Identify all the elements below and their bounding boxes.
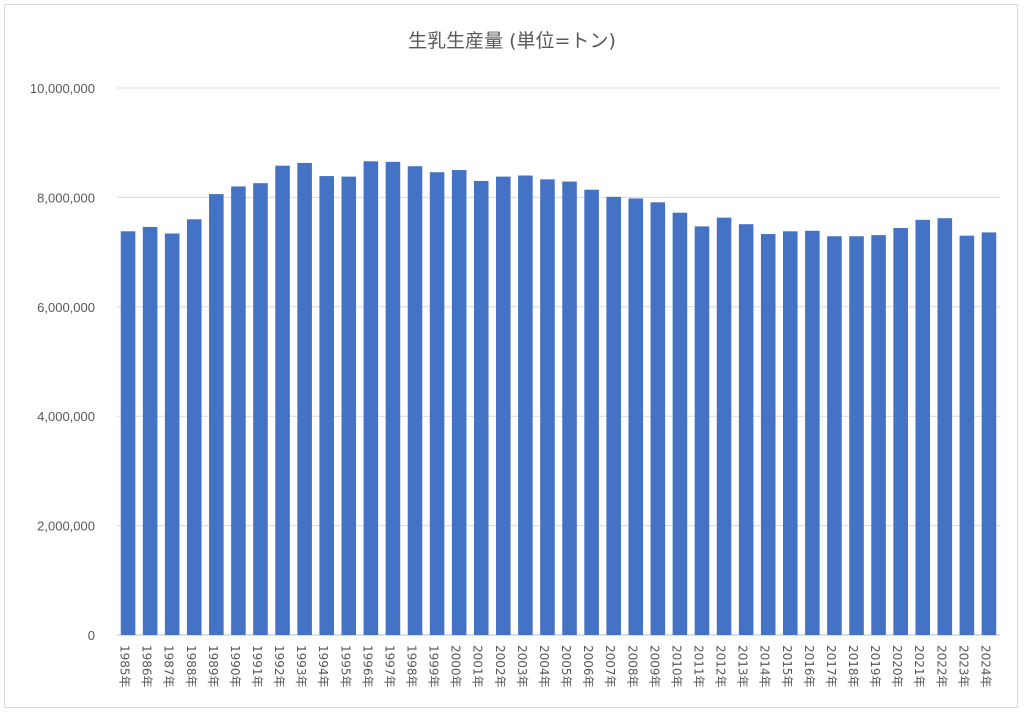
x-tick-label: 2013年 bbox=[736, 645, 750, 688]
bar-1988年 bbox=[186, 219, 202, 635]
x-tick-label: 1990年 bbox=[228, 645, 242, 688]
bar-2006年 bbox=[584, 189, 599, 636]
bar-2014年 bbox=[760, 234, 776, 636]
gridlines bbox=[117, 87, 1000, 636]
x-tick-label: 2018年 bbox=[846, 645, 860, 688]
x-tick-label: 2016年 bbox=[802, 645, 816, 688]
x-tick-label: 2024年 bbox=[978, 645, 992, 688]
x-tick-label: 1996年 bbox=[360, 645, 374, 688]
x-tick-label: 2012年 bbox=[714, 645, 728, 688]
bar-2000年 bbox=[451, 170, 467, 636]
bar-2017年 bbox=[827, 236, 842, 636]
x-tick-label: 2002年 bbox=[493, 645, 507, 688]
chart-title: 生乳生産量 (単位=トン) bbox=[408, 30, 616, 52]
y-tick-label: 6,000,000 bbox=[37, 300, 95, 315]
x-tick-label: 1991年 bbox=[250, 645, 264, 688]
bar-2013年 bbox=[738, 224, 754, 635]
bar-1994年 bbox=[319, 176, 334, 635]
bar-2007年 bbox=[606, 196, 621, 635]
bar-1998年 bbox=[407, 166, 423, 635]
x-tick-label: 2006年 bbox=[581, 645, 595, 688]
y-tick-label: 4,000,000 bbox=[37, 409, 95, 424]
bar-2002年 bbox=[496, 176, 511, 636]
x-tick-label: 1988年 bbox=[184, 645, 198, 688]
x-tick-label: 2004年 bbox=[537, 645, 551, 688]
bar-2012年 bbox=[716, 217, 732, 635]
bar-2008年 bbox=[628, 198, 644, 636]
bar-2003年 bbox=[518, 175, 533, 635]
bar-1992年 bbox=[275, 165, 290, 636]
x-tick-label: 1997年 bbox=[382, 645, 396, 688]
x-tick-label: 2000年 bbox=[449, 645, 463, 688]
x-tick-label: 1998年 bbox=[405, 645, 419, 688]
x-tick-label: 1989年 bbox=[206, 645, 220, 688]
x-tick-label: 1992年 bbox=[272, 645, 286, 688]
bar-2019年 bbox=[871, 235, 886, 635]
bar-1999年 bbox=[429, 172, 445, 636]
x-tick-label: 2022年 bbox=[934, 645, 948, 688]
bar-1993年 bbox=[297, 162, 312, 635]
bar-2021年 bbox=[915, 219, 931, 635]
x-tick-label: 2017年 bbox=[824, 645, 838, 688]
x-tick-label: 2007年 bbox=[603, 645, 617, 688]
bar-1989年 bbox=[209, 194, 224, 635]
bar-2020年 bbox=[893, 228, 908, 635]
bar-1996年 bbox=[363, 161, 379, 636]
bar-1986年 bbox=[142, 226, 158, 635]
y-axis-labels: 0 2,000,000 4,000,000 6,000,000 8,000,000 10,… bbox=[30, 81, 95, 643]
x-tick-label: 2021年 bbox=[912, 645, 926, 688]
x-tick-label: 2015年 bbox=[780, 645, 794, 688]
x-tick-label: 2019年 bbox=[868, 645, 882, 688]
y-tick-label: 10,000,000 bbox=[30, 81, 95, 96]
x-tick-label: 1985年 bbox=[118, 645, 132, 688]
y-tick-label: 0 bbox=[88, 628, 95, 643]
bar-2018年 bbox=[849, 236, 864, 636]
x-tick-label: 2023年 bbox=[956, 645, 970, 688]
x-tick-label: 2003年 bbox=[515, 645, 529, 688]
x-tick-label: 1994年 bbox=[316, 645, 330, 688]
x-tick-label: 1995年 bbox=[338, 645, 352, 688]
bar-1997年 bbox=[385, 161, 401, 635]
y-tick-label: 8,000,000 bbox=[37, 190, 95, 205]
bar-1985年 bbox=[120, 231, 136, 635]
x-tick-label: 2010年 bbox=[669, 645, 683, 688]
bar-2010年 bbox=[672, 212, 688, 635]
x-tick-label: 2008年 bbox=[625, 645, 639, 688]
x-tick-label: 2020年 bbox=[890, 645, 904, 688]
bar-2001年 bbox=[473, 180, 489, 636]
x-tick-label: 1999年 bbox=[427, 645, 441, 688]
bars bbox=[120, 161, 997, 636]
x-tick-label: 2001年 bbox=[471, 645, 485, 688]
x-tick-label: 2009年 bbox=[647, 645, 661, 688]
bar-2016年 bbox=[805, 230, 820, 635]
x-tick-label: 2011年 bbox=[691, 645, 705, 688]
bar-2022年 bbox=[937, 218, 953, 635]
bar-2024年 bbox=[981, 232, 997, 635]
bar-2011年 bbox=[694, 226, 710, 635]
x-tick-label: 2005年 bbox=[559, 645, 573, 688]
x-tick-label: 1986年 bbox=[140, 645, 154, 688]
x-tick-label: 1987年 bbox=[162, 645, 176, 688]
bar-1987年 bbox=[164, 233, 180, 635]
bar-1991年 bbox=[253, 183, 268, 635]
bar-2023年 bbox=[959, 235, 975, 635]
y-tick-label: 2,000,000 bbox=[37, 519, 95, 534]
bar-1990年 bbox=[231, 186, 246, 635]
bar-2004年 bbox=[540, 179, 555, 635]
x-tick-label: 2014年 bbox=[758, 645, 772, 688]
x-tick-label: 1993年 bbox=[294, 645, 308, 688]
bar-2009年 bbox=[650, 202, 666, 635]
x-axis-labels: 1985年 1986年 1987年 1988年 1989年 1990年 1991年 1992年… bbox=[118, 645, 993, 688]
bar-1995年 bbox=[341, 176, 357, 636]
bar-2005年 bbox=[562, 181, 577, 636]
bar-2015年 bbox=[783, 231, 798, 635]
